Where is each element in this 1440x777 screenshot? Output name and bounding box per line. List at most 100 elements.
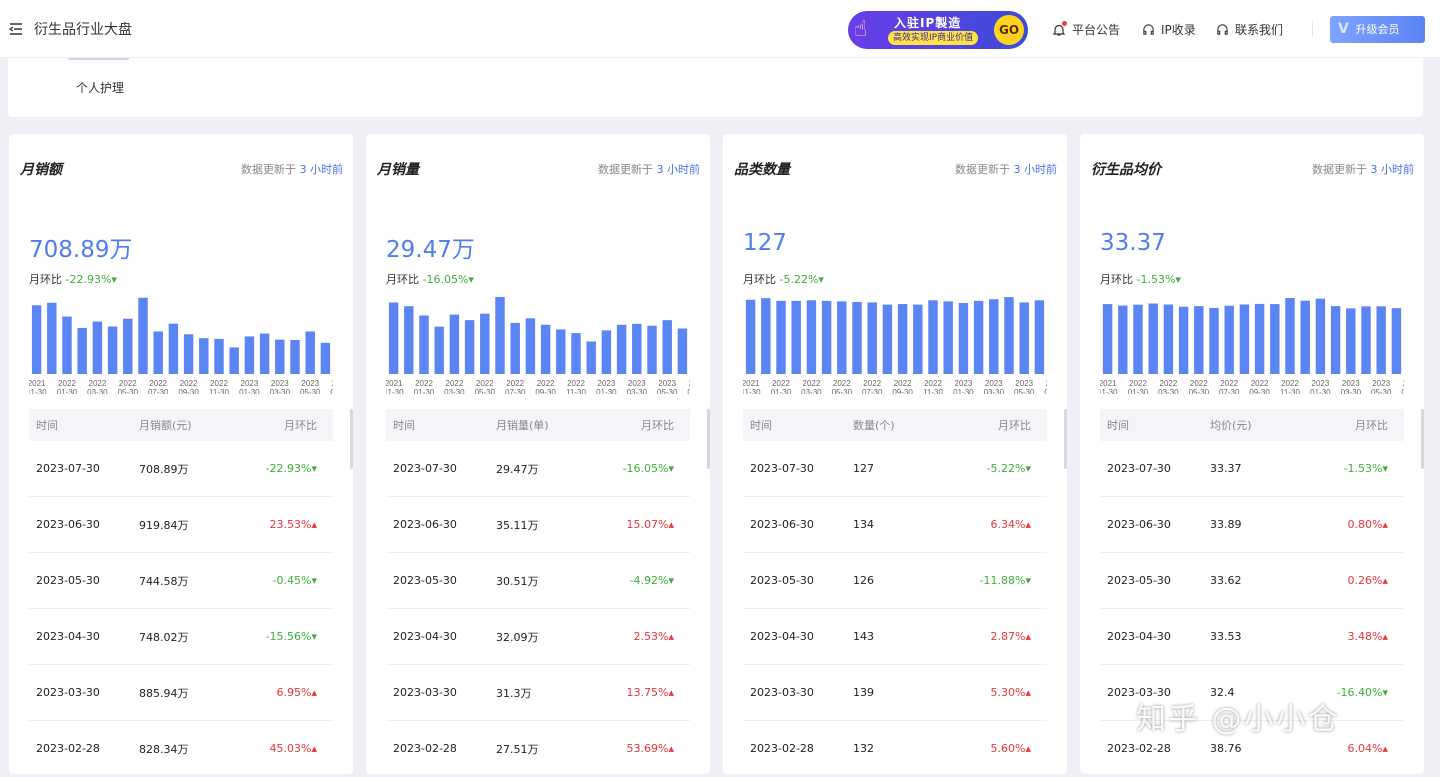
bar-16[interactable] bbox=[1346, 308, 1356, 374]
bar-5[interactable] bbox=[821, 300, 832, 374]
bar-4[interactable] bbox=[92, 321, 103, 374]
nav-announcement[interactable]: 平台公告 bbox=[1052, 20, 1120, 38]
bar-11[interactable] bbox=[1270, 304, 1280, 374]
bar-6[interactable] bbox=[123, 318, 133, 374]
bar-3[interactable] bbox=[791, 300, 801, 374]
table-scrollbar[interactable] bbox=[350, 409, 353, 469]
bar-0[interactable] bbox=[1102, 304, 1113, 374]
nav-contact[interactable]: 联系我们 bbox=[1216, 21, 1283, 38]
bar-14[interactable] bbox=[244, 336, 255, 374]
bar-5[interactable] bbox=[1178, 306, 1189, 374]
bar-3[interactable] bbox=[1148, 303, 1158, 375]
bar-8[interactable] bbox=[1224, 305, 1234, 374]
bar-2[interactable] bbox=[419, 315, 429, 375]
bar-15[interactable] bbox=[259, 333, 270, 374]
row-mom: 15.07%▴ bbox=[626, 518, 674, 531]
bar-7[interactable] bbox=[138, 297, 148, 374]
bar-1[interactable] bbox=[761, 298, 771, 374]
bar-10[interactable] bbox=[1254, 303, 1265, 374]
bar-7[interactable] bbox=[852, 301, 862, 374]
bar-6[interactable] bbox=[837, 301, 847, 374]
x-tick-label: 11-30 bbox=[923, 388, 943, 394]
bar-12[interactable] bbox=[571, 333, 581, 374]
bar-17[interactable] bbox=[1004, 297, 1014, 374]
bar-14[interactable] bbox=[1315, 298, 1326, 374]
bar-7[interactable] bbox=[495, 296, 505, 374]
upgrade-member-button[interactable]: V 升级会员 bbox=[1330, 16, 1425, 43]
bar-9[interactable] bbox=[525, 318, 536, 374]
bar-11[interactable] bbox=[199, 338, 209, 374]
bar-19[interactable] bbox=[677, 328, 688, 375]
table-scrollbar[interactable] bbox=[1421, 409, 1424, 469]
bar-19[interactable] bbox=[1034, 300, 1045, 374]
bar-10[interactable] bbox=[897, 304, 908, 374]
x-tick-label: 01-30 bbox=[1310, 388, 1331, 394]
bar-8[interactable] bbox=[153, 331, 163, 374]
bar-8[interactable] bbox=[867, 302, 877, 374]
bar-13[interactable] bbox=[943, 301, 953, 374]
bar-19[interactable] bbox=[1391, 308, 1402, 374]
bar-18[interactable] bbox=[1376, 306, 1386, 374]
table-scrollbar[interactable] bbox=[707, 409, 710, 469]
bar-1[interactable] bbox=[47, 302, 57, 374]
bar-1[interactable] bbox=[1118, 305, 1128, 374]
bar-2[interactable] bbox=[62, 316, 72, 374]
category-option[interactable]: 个人护理 bbox=[76, 81, 125, 95]
bar-6[interactable] bbox=[480, 313, 490, 374]
bar-3[interactable] bbox=[77, 327, 87, 374]
bar-7[interactable] bbox=[1209, 307, 1219, 374]
bar-12[interactable] bbox=[928, 300, 938, 374]
bar-12[interactable] bbox=[1285, 298, 1295, 374]
bar-17[interactable] bbox=[1361, 306, 1371, 374]
ip-promo-banner[interactable]: ☝ 入驻IP製造 高效实现IP商业价值 GO bbox=[848, 11, 1028, 49]
row-mom: 5.60%▴ bbox=[990, 742, 1031, 755]
bar-9[interactable] bbox=[1239, 304, 1250, 374]
bar-6[interactable] bbox=[1194, 306, 1204, 374]
bar-2[interactable] bbox=[1133, 304, 1143, 374]
bar-4[interactable] bbox=[806, 300, 817, 374]
header-divider bbox=[1312, 21, 1313, 37]
bar-15[interactable] bbox=[973, 300, 984, 374]
bar-17[interactable] bbox=[647, 325, 657, 374]
bar-15[interactable] bbox=[616, 324, 627, 374]
bar-11[interactable] bbox=[913, 304, 923, 374]
table-row: 2023-03-30 32.4 -16.40%▾ bbox=[1100, 665, 1404, 721]
bar-0[interactable] bbox=[745, 299, 756, 374]
bar-1[interactable] bbox=[404, 306, 414, 374]
bar-14[interactable] bbox=[601, 330, 612, 374]
bar-4[interactable] bbox=[1163, 304, 1174, 374]
menu-collapse-icon[interactable] bbox=[8, 21, 24, 37]
bar-16[interactable] bbox=[275, 339, 285, 374]
bar-13[interactable] bbox=[1300, 300, 1310, 374]
bar-18[interactable] bbox=[1019, 302, 1029, 374]
bar-5[interactable] bbox=[464, 320, 475, 374]
bar-18[interactable] bbox=[305, 331, 315, 374]
bar-3[interactable] bbox=[434, 326, 444, 374]
table-scrollbar[interactable] bbox=[1064, 409, 1067, 469]
bar-12[interactable] bbox=[214, 338, 224, 374]
banner-go-button[interactable]: GO bbox=[994, 15, 1024, 45]
bar-18[interactable] bbox=[662, 320, 672, 374]
bar-5[interactable] bbox=[107, 326, 118, 374]
bar-0[interactable] bbox=[31, 305, 42, 374]
bar-15[interactable] bbox=[1330, 306, 1341, 374]
bar-16[interactable] bbox=[632, 323, 642, 374]
bar-2[interactable] bbox=[776, 300, 786, 374]
bar-10[interactable] bbox=[540, 324, 551, 374]
bar-17[interactable] bbox=[290, 339, 300, 374]
nav-ip-collect[interactable]: IP收录 bbox=[1142, 21, 1196, 38]
bar-8[interactable] bbox=[510, 322, 520, 374]
header-mom: 月环比 bbox=[284, 419, 317, 432]
bar-11[interactable] bbox=[556, 329, 566, 374]
avg-price-table: 时间 均价(元) 月环比 2023-07-30 33.37 -1.53%▾ 20… bbox=[1100, 409, 1404, 774]
bar-13[interactable] bbox=[229, 347, 239, 374]
bar-4[interactable] bbox=[449, 314, 460, 374]
bar-10[interactable] bbox=[183, 334, 194, 374]
bar-0[interactable] bbox=[388, 302, 399, 375]
bar-13[interactable] bbox=[586, 341, 596, 375]
bar-9[interactable] bbox=[168, 323, 179, 374]
bar-14[interactable] bbox=[958, 302, 969, 374]
bar-16[interactable] bbox=[989, 299, 999, 374]
bar-9[interactable] bbox=[882, 304, 893, 374]
bar-19[interactable] bbox=[320, 342, 331, 374]
